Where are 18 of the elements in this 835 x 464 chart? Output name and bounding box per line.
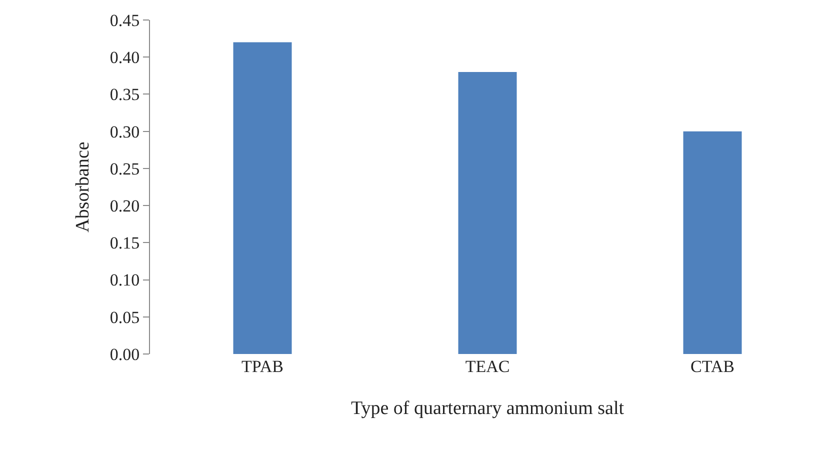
y-tick-label: 0.00 <box>110 344 140 364</box>
y-axis-title: Absorbance <box>72 142 94 232</box>
y-tick-label: 0.35 <box>110 85 140 104</box>
x-tick-label: CTAB <box>690 357 734 376</box>
y-tick-label: 0.20 <box>110 196 140 216</box>
x-tick-label: TPAB <box>242 357 284 376</box>
y-tick-label: 0.40 <box>110 48 140 68</box>
y-tick-label: 0.05 <box>110 308 140 327</box>
x-axis-title: Type of quarternary ammonium salt <box>350 398 625 419</box>
bar <box>233 42 292 354</box>
bar <box>683 131 742 354</box>
y-tick-label: 0.45 <box>110 10 140 30</box>
y-tick-label: 0.10 <box>110 270 140 290</box>
y-tick-label: 0.15 <box>110 234 140 253</box>
bar <box>458 72 517 354</box>
x-tick-label: TEAC <box>465 357 510 376</box>
y-tick-label: 0.25 <box>110 159 140 178</box>
y-tick-label: 0.30 <box>110 122 140 142</box>
